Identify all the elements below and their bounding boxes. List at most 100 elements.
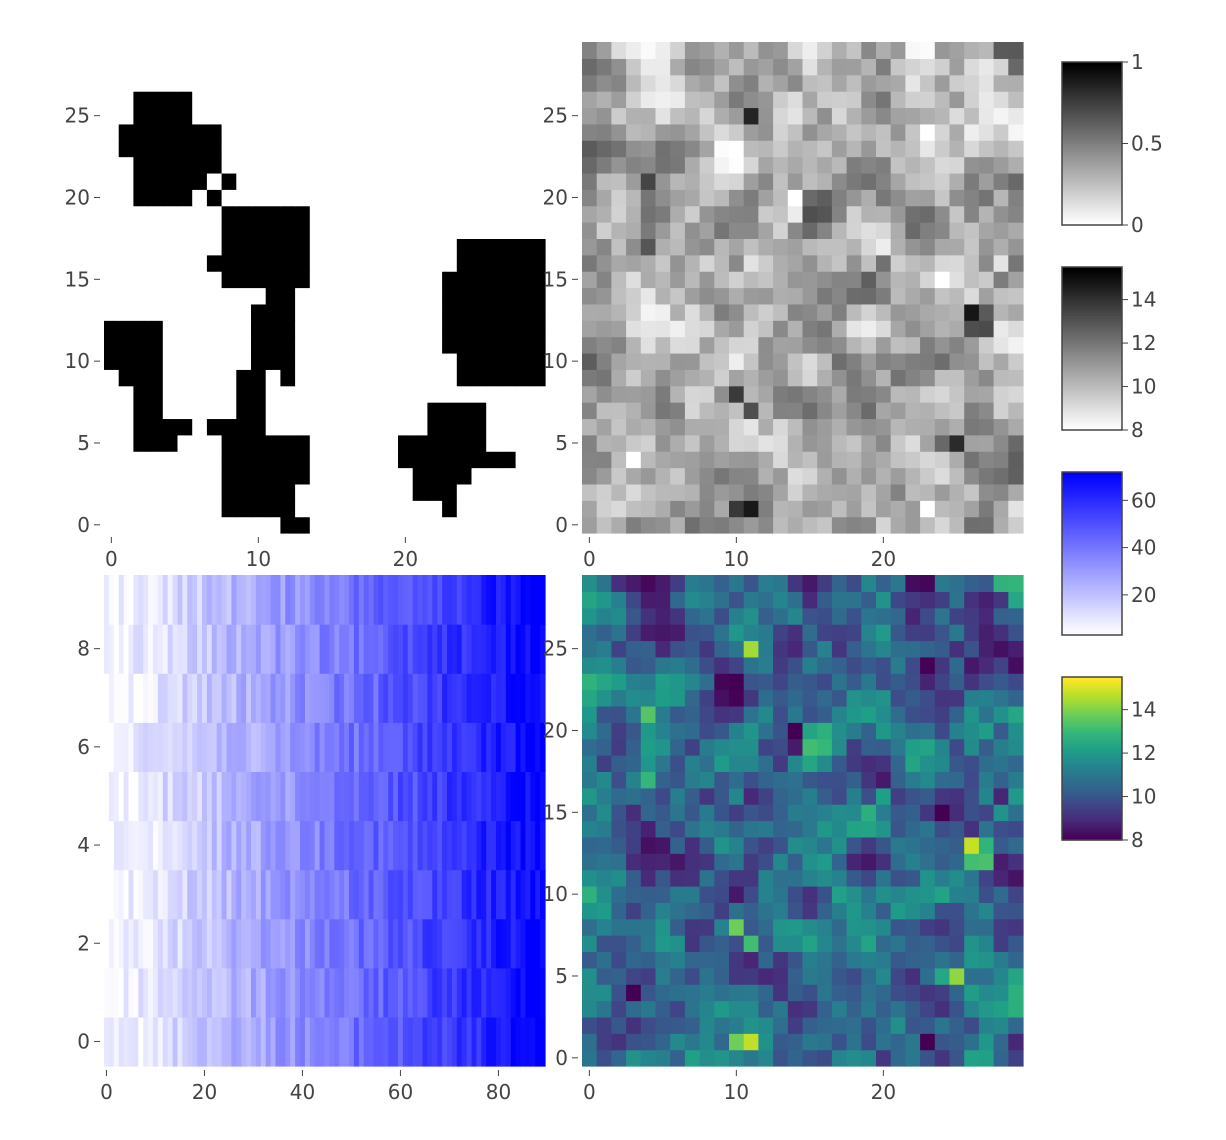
blue-cell: [187, 869, 193, 920]
mask-cell: [280, 402, 296, 420]
grey-cell: [861, 238, 877, 256]
grey-cell: [714, 91, 730, 109]
grey-cell: [934, 418, 951, 436]
grey-cell: [729, 74, 745, 92]
grey-cell: [729, 500, 745, 518]
blue-cell: [491, 771, 497, 822]
grey-cell: [670, 451, 686, 469]
x-tick-label: 0: [583, 547, 596, 571]
mask-cell: [295, 516, 311, 534]
blue-cell: [162, 1016, 169, 1067]
grey-cell: [831, 271, 848, 289]
blue-cell: [402, 820, 409, 871]
viridis-cell: [758, 984, 774, 1002]
viridis-cell: [743, 771, 759, 789]
mask-cell: [295, 336, 311, 354]
mask-cell: [530, 352, 546, 370]
blue-cell: [525, 869, 531, 920]
viridis-cell: [640, 771, 657, 789]
colorbar-segment: [1062, 389, 1122, 393]
viridis-cell: [655, 575, 671, 592]
blue-cell: [540, 673, 546, 723]
grey-cell: [582, 123, 598, 141]
blue-cell: [265, 820, 272, 871]
colorbar-segment: [1062, 735, 1122, 739]
grey-cell: [714, 467, 730, 485]
grey-cell: [684, 205, 701, 223]
colorbar-segment: [1062, 371, 1122, 375]
mask-cell: [309, 42, 326, 59]
colorbar-segment: [1062, 586, 1122, 590]
viridis-cell: [729, 869, 745, 887]
grey-cell: [1008, 58, 1024, 76]
grey-cell: [905, 189, 921, 207]
grey-cell: [993, 500, 1009, 518]
mask-cell: [500, 74, 517, 92]
blue-cell: [466, 820, 473, 871]
mask-cell: [148, 402, 164, 420]
mask-cell: [133, 369, 149, 387]
y-tick-label: 15: [65, 267, 90, 291]
mask-cell: [456, 91, 473, 109]
mask-cell: [265, 74, 281, 92]
blue-cell: [113, 820, 120, 871]
viridis-cell: [846, 624, 862, 642]
grey-cell: [699, 385, 715, 403]
grey-cell: [787, 91, 804, 109]
colorbar-segment: [1062, 548, 1122, 552]
blue-cell: [138, 967, 144, 1018]
mask-cell: [280, 271, 296, 289]
blue-cell: [255, 575, 262, 625]
mask-cell: [530, 172, 546, 190]
blue-cell: [167, 967, 174, 1018]
blue-cell: [368, 722, 375, 772]
grey-cell: [640, 140, 657, 158]
viridis-cell: [714, 771, 730, 789]
grey-cell: [876, 500, 892, 518]
grey-cell: [773, 385, 789, 403]
mask-cell: [398, 451, 414, 469]
mask-cell: [442, 402, 458, 420]
viridis-cell: [993, 1033, 1009, 1051]
mask-cell: [339, 222, 355, 239]
colorbar-segment: [1062, 801, 1122, 805]
viridis-cell: [905, 656, 921, 674]
viridis-cell: [920, 607, 936, 625]
grey-cell: [861, 418, 877, 436]
viridis-cell: [582, 1000, 598, 1018]
blue-cell: [461, 771, 468, 822]
viridis-cell: [596, 607, 612, 625]
mask-cell: [221, 369, 237, 387]
viridis-cell: [964, 804, 980, 822]
grey-cell: [831, 336, 848, 354]
viridis-cell: [596, 869, 612, 887]
mask-cell: [192, 336, 208, 354]
viridis-cell: [626, 951, 642, 969]
viridis-cell: [743, 705, 759, 723]
grey-cell: [596, 303, 612, 321]
mask-cell: [383, 500, 399, 518]
viridis-cell: [773, 640, 789, 658]
grey-cell: [758, 74, 774, 92]
mask-cell: [192, 140, 208, 158]
blue-cell: [300, 673, 306, 723]
viridis-cell: [714, 673, 730, 691]
viridis-cell: [876, 885, 892, 903]
colorbar-segment: [1062, 77, 1122, 81]
grey-cell: [831, 402, 848, 420]
colorbar-segment: [1062, 743, 1122, 747]
viridis-cell: [729, 673, 745, 691]
grey-cell: [758, 140, 774, 158]
blue-cell: [304, 820, 311, 871]
grey-cell: [773, 107, 789, 125]
viridis-cell: [655, 836, 671, 854]
mask-cell: [500, 418, 517, 436]
grey-cell: [846, 369, 862, 387]
colorbar-segment: [1062, 343, 1122, 347]
mask-cell: [251, 352, 267, 370]
blue-cell: [148, 869, 154, 920]
mask-cell: [265, 140, 281, 158]
grey-cell: [905, 74, 921, 92]
blue-cell: [329, 820, 335, 871]
mask-cell: [265, 483, 281, 501]
